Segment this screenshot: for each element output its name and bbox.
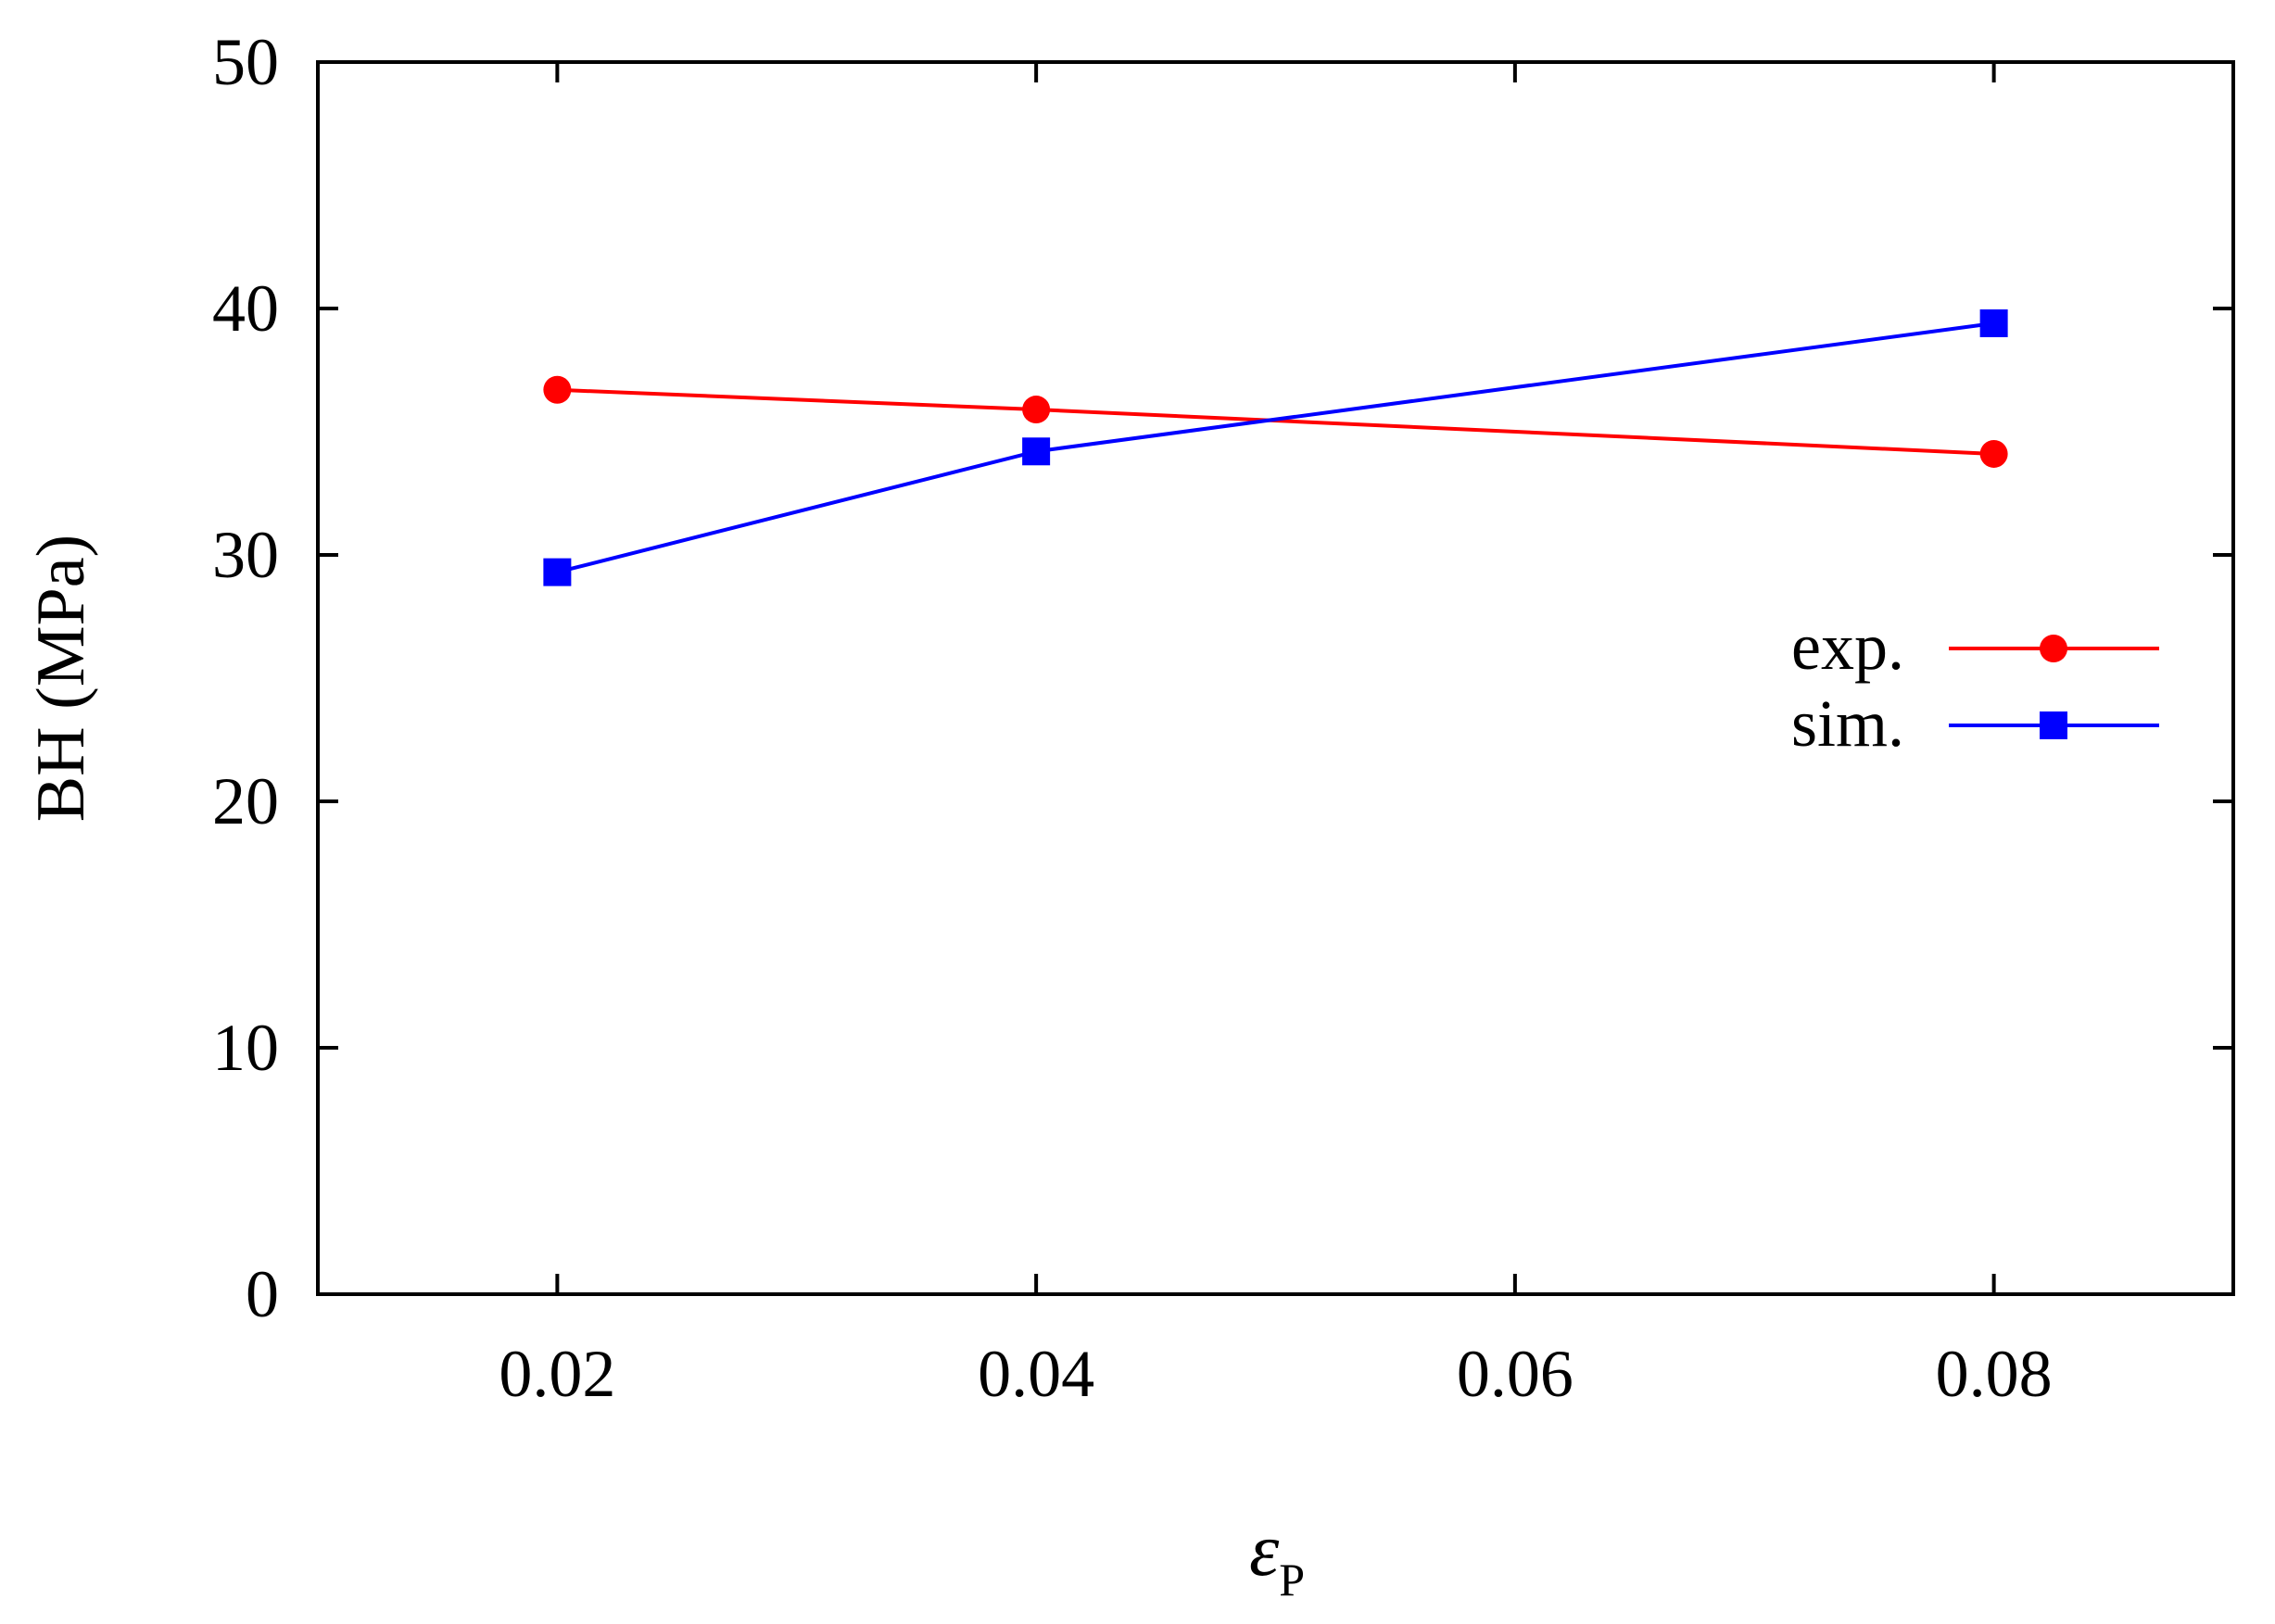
x-tick-label: 0.04 <box>978 1337 1094 1411</box>
y-tick-label: 40 <box>212 271 279 346</box>
x-axis-label-symbol: ε <box>1249 1507 1280 1592</box>
series-sim <box>543 308 2008 586</box>
x-tick-label: 0.06 <box>1457 1337 1574 1411</box>
data-point <box>543 375 572 404</box>
x-tick-label: 0.08 <box>1936 1337 2053 1411</box>
legend-label: sim. <box>1791 686 1904 761</box>
y-axis-label: BH (MPa) <box>23 535 99 822</box>
x-axis-label-subscript: P <box>1279 1554 1305 1605</box>
y-tick-label: 50 <box>212 25 279 99</box>
legend-marker <box>2040 711 2067 739</box>
series-exp <box>543 375 2008 468</box>
series-line <box>556 321 1994 574</box>
data-point <box>1022 396 1051 424</box>
x-tick-label: 0.02 <box>499 1337 615 1411</box>
x-axis-label: εP <box>1249 1507 1305 1605</box>
data-point <box>1979 439 2008 468</box>
legend-marker <box>2040 635 2067 662</box>
y-tick-label: 30 <box>212 518 279 592</box>
plot-frame <box>316 60 2235 1296</box>
ticks-layer <box>318 60 2233 1296</box>
legend: exp.sim. <box>1791 610 2159 761</box>
tick-labels-layer: 0 10 20 30 40 50 0.02 0.04 0.06 0.08 <box>212 25 2053 1411</box>
y-tick-label: 0 <box>246 1257 279 1331</box>
y-tick-label: 20 <box>212 764 279 838</box>
series-line <box>557 387 1994 456</box>
series-layer <box>543 308 2008 586</box>
legend-label: exp. <box>1791 610 1904 684</box>
y-tick-label: 10 <box>212 1011 279 1085</box>
data-point <box>543 558 572 586</box>
data-point <box>1022 437 1051 466</box>
data-point <box>1979 308 2008 337</box>
